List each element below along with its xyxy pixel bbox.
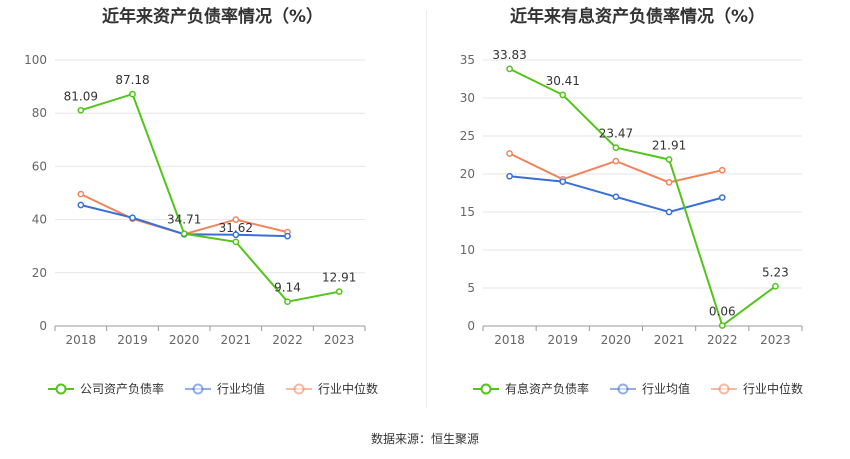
y-tick-label: 80 bbox=[32, 106, 47, 120]
y-tick-label: 0 bbox=[39, 319, 47, 333]
data-point[interactable] bbox=[612, 157, 620, 165]
data-point[interactable] bbox=[718, 322, 726, 329]
legend-label: 有息资产负债率 bbox=[504, 382, 589, 396]
y-tick-label: 0 bbox=[467, 319, 475, 333]
x-tick-label: 2021 bbox=[654, 333, 685, 347]
data-label: 33.83 bbox=[492, 48, 526, 62]
data-point[interactable] bbox=[129, 214, 136, 222]
line-chart-debt-ratio: 0 20 40 60 80 100 2018 2019 2020 2021 2022 2023 81.0… bbox=[24, 53, 366, 347]
data-point[interactable] bbox=[77, 201, 85, 209]
x-tick-label: 2022 bbox=[272, 333, 303, 347]
data-point[interactable] bbox=[665, 156, 673, 163]
data-label: 0.06 bbox=[709, 305, 736, 319]
x-tick-label: 2023 bbox=[760, 333, 791, 347]
chart-title: 近年来有息资产负债率情况（%） bbox=[509, 7, 766, 27]
line-chart-interest-debt-ratio: 0 5 10 15 20 25 30 35 2018 2019 2020 2021 2022 2023 33… bbox=[460, 48, 803, 347]
x-tick-label: 2020 bbox=[169, 333, 200, 347]
y-tick-label: 35 bbox=[460, 53, 475, 67]
data-point[interactable] bbox=[284, 232, 291, 240]
data-label: 23.47 bbox=[599, 127, 633, 141]
x-tick-label: 2021 bbox=[221, 333, 252, 347]
legend-line-marker-icon bbox=[47, 383, 74, 394]
data-label: 5.23 bbox=[762, 265, 789, 279]
data-point[interactable] bbox=[506, 65, 513, 73]
data-point[interactable] bbox=[665, 208, 673, 216]
data-point[interactable] bbox=[718, 194, 726, 201]
legend-label: 公司资产负债率 bbox=[79, 382, 164, 396]
data-label: 81.09 bbox=[64, 89, 98, 103]
chart-panel-interest-debt-ratio: 近年来有息资产负债率情况（%） 0 5 10 15 20 25 30 35 2018 2019 20… bbox=[425, 0, 850, 420]
data-point[interactable] bbox=[335, 288, 343, 296]
legend-label: 行业均值 bbox=[216, 382, 265, 396]
data-label: 34.71 bbox=[167, 213, 201, 227]
y-tick-label: 40 bbox=[32, 213, 47, 227]
data-point[interactable] bbox=[718, 166, 726, 174]
y-tick-label: 30 bbox=[460, 91, 475, 105]
legend-label: 行业均值 bbox=[641, 382, 690, 396]
data-point[interactable] bbox=[612, 193, 620, 201]
chart-panel-debt-ratio: 近年来资产负债率情况（%） 0 20 40 60 80 100 2018 2019 2020 20… bbox=[0, 0, 425, 420]
data-point[interactable] bbox=[232, 231, 240, 239]
y-tick-label: 20 bbox=[32, 266, 47, 280]
legend-item[interactable]: 行业均值 bbox=[184, 380, 265, 397]
chart-legend: 有息资产负债率 行业均值 行业中位数 bbox=[425, 380, 850, 397]
legend-item[interactable]: 公司资产负债率 bbox=[47, 380, 164, 397]
series-line bbox=[80, 92, 340, 303]
data-point[interactable] bbox=[284, 298, 291, 306]
legend-item[interactable]: 行业中位数 bbox=[285, 380, 378, 397]
data-point[interactable] bbox=[506, 172, 513, 180]
legend-item[interactable]: 行业中位数 bbox=[710, 380, 803, 397]
x-tick-label: 2018 bbox=[494, 333, 525, 347]
y-tick-label: 20 bbox=[460, 167, 475, 181]
x-tick-label: 2023 bbox=[324, 333, 355, 347]
data-label: 9.14 bbox=[274, 281, 301, 295]
data-point[interactable] bbox=[559, 178, 567, 185]
x-tick-label: 2022 bbox=[707, 333, 738, 347]
chart-legend: 公司资产负债率 行业均值 行业中位数 bbox=[0, 380, 425, 397]
data-point[interactable] bbox=[77, 190, 85, 198]
data-label: 30.41 bbox=[546, 74, 580, 88]
data-point[interactable] bbox=[772, 282, 779, 290]
data-point[interactable] bbox=[559, 91, 567, 99]
data-point[interactable] bbox=[232, 216, 240, 223]
y-tick-label: 15 bbox=[460, 205, 475, 219]
legend-item[interactable]: 行业均值 bbox=[609, 380, 690, 397]
data-point[interactable] bbox=[612, 144, 620, 151]
legend-line-marker-icon bbox=[609, 383, 636, 394]
legend-line-marker-icon bbox=[711, 383, 737, 394]
legend-line-marker-icon bbox=[286, 383, 312, 394]
y-tick-label: 100 bbox=[24, 53, 47, 67]
data-point[interactable] bbox=[232, 238, 240, 246]
data-point[interactable] bbox=[77, 106, 85, 114]
y-tick-label: 25 bbox=[460, 129, 475, 143]
legend-line-marker-icon bbox=[184, 383, 211, 394]
data-point[interactable] bbox=[506, 150, 513, 157]
x-tick-label: 2019 bbox=[117, 333, 148, 347]
data-label: 12.91 bbox=[322, 271, 356, 285]
x-tick-label: 2018 bbox=[66, 333, 97, 347]
panel-divider bbox=[426, 10, 427, 408]
data-label: 87.18 bbox=[115, 73, 149, 87]
y-tick-label: 5 bbox=[467, 281, 475, 295]
legend-item[interactable]: 有息资产负债率 bbox=[472, 380, 589, 397]
y-tick-label: 60 bbox=[32, 159, 47, 173]
data-source-note: 数据来源：恒生聚源 bbox=[370, 432, 479, 446]
series-line bbox=[509, 68, 776, 328]
x-tick-label: 2019 bbox=[547, 333, 578, 347]
data-point[interactable] bbox=[129, 90, 136, 98]
y-tick-label: 10 bbox=[460, 243, 475, 257]
data-point[interactable] bbox=[665, 179, 673, 186]
data-label: 31.62 bbox=[219, 221, 253, 235]
data-label: 21.91 bbox=[652, 138, 686, 152]
chart-title: 近年来资产负债率情况（%） bbox=[101, 7, 324, 27]
legend-label: 行业中位数 bbox=[743, 382, 804, 396]
data-point[interactable] bbox=[180, 230, 188, 238]
x-tick-label: 2020 bbox=[601, 333, 632, 347]
legend-line-marker-icon bbox=[472, 383, 499, 394]
legend-label: 行业中位数 bbox=[318, 382, 379, 396]
